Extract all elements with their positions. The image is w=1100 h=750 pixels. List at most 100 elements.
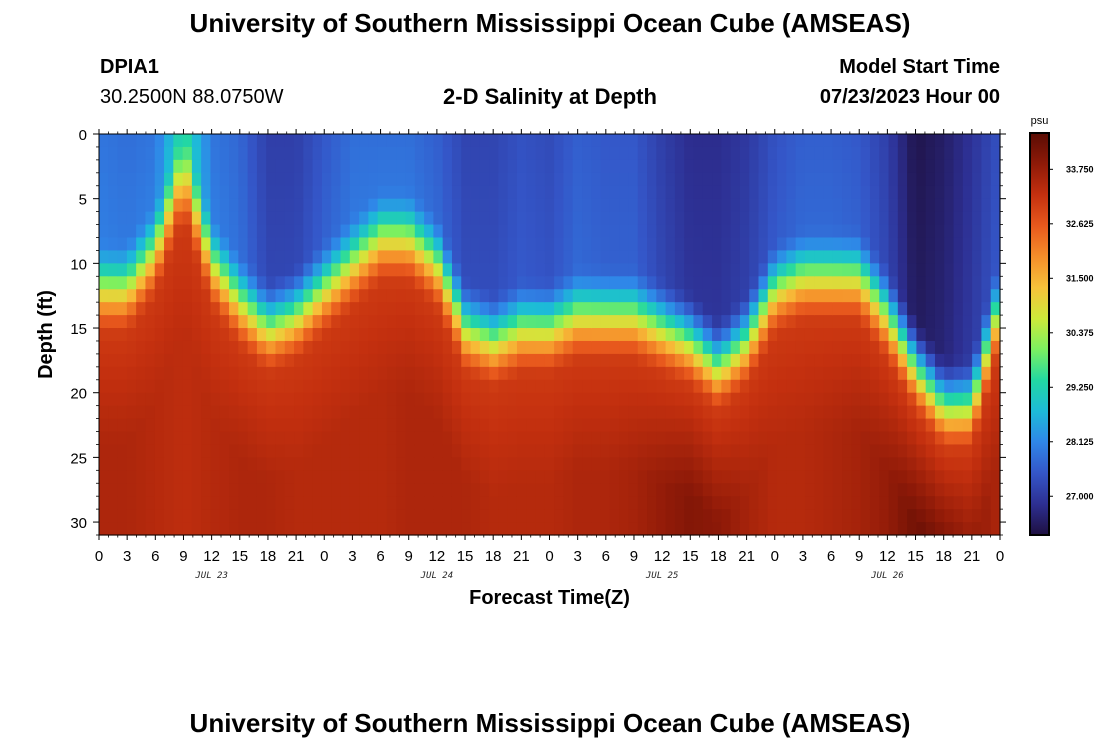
heatmap-cell [563,224,574,239]
heatmap-cell [191,470,202,484]
heatmap-cell [972,340,983,355]
heatmap-cell [331,302,342,316]
heatmap-cell [340,276,351,290]
heatmap-cell [405,315,416,329]
heatmap-cell [470,172,481,187]
heatmap-cell [433,250,444,264]
heatmap-cell [535,172,546,187]
heatmap-cell [814,211,825,226]
heatmap-cell [637,211,648,226]
heatmap-cell [405,392,416,407]
heatmap-cell [108,392,119,407]
heatmap-cell [656,418,667,433]
heatmap-cell [804,353,815,368]
heatmap-cell [582,276,592,290]
heatmap-cell [154,431,165,446]
colorbar-gradient-bar [1029,132,1050,536]
heatmap-cell [665,134,676,148]
heatmap-cell [962,224,973,239]
heatmap-cell [777,470,787,484]
heatmap-cell [377,366,388,381]
heatmap-cell [869,457,880,471]
heatmap-cell [368,146,379,161]
heatmap-cell [321,328,332,342]
heatmap-cell [303,159,314,174]
heatmap-cell [191,328,202,342]
heatmap-cell [916,276,927,290]
heatmap-cell [368,340,379,355]
heatmap-cell [934,159,945,174]
heatmap-cell [507,224,518,239]
heatmap-cell [702,302,713,316]
heatmap-cell [637,159,648,174]
heatmap-cell [916,392,927,407]
heatmap-cell [823,315,834,329]
heatmap-cell [897,470,908,484]
heatmap-cell [869,315,880,329]
station-coordinates: 30.2500N 88.0750W [100,86,284,108]
heatmap-cell [108,340,119,355]
heatmap-cell [489,457,500,471]
heatmap-cell [628,444,639,458]
heatmap-cell [256,444,267,458]
heatmap-cell [349,198,360,213]
heatmap-cell [201,289,212,303]
heatmap-cell [554,224,565,239]
heatmap-cell [368,496,379,510]
heatmap-cell [814,198,825,213]
heatmap-cell [916,302,927,316]
heatmap-cell [136,198,147,213]
heatmap-cell [712,340,722,355]
heatmap-cell [201,315,212,329]
heatmap-cell [451,405,462,420]
heatmap-cell [182,353,193,368]
heatmap-cell [312,470,323,484]
heatmap-cell [136,237,147,252]
heatmap-cell [934,444,945,458]
heatmap-cell [126,392,137,407]
heatmap-cell [99,224,109,239]
heatmap-cell [544,366,555,381]
heatmap-cell [767,457,778,471]
heatmap-cell [619,353,630,368]
heatmap-cell [182,509,193,523]
heatmap-cell [637,276,648,290]
heatmap-cell [526,444,537,458]
heatmap-cell [619,470,630,484]
heatmap-cell [962,263,973,277]
x-tick-label: 18 [710,548,727,565]
heatmap-cell [433,302,444,316]
heatmap-cell [145,353,156,368]
heatmap-cell [433,366,444,381]
heatmap-cell [962,431,973,446]
heatmap-cell [303,185,314,200]
heatmap-cell [182,211,193,226]
heatmap-cell [535,224,546,239]
heatmap-cell [554,418,565,433]
heatmap-cell [739,418,750,433]
heatmap-cell [637,134,648,148]
heatmap-cell [916,522,927,536]
heatmap-cell [656,315,667,329]
heatmap-cell [210,146,221,161]
heatmap-cell [712,134,722,148]
heatmap-cell [424,340,434,355]
heatmap-cell [266,522,277,536]
heatmap-cell [126,224,137,239]
heatmap-cell [424,198,434,213]
heatmap-cell [294,289,304,303]
heatmap-cell [795,496,806,510]
heatmap-cell [405,457,416,471]
heatmap-cell [136,340,147,355]
heatmap-cell [851,172,862,187]
heatmap-cell [266,250,277,264]
heatmap-cell [665,444,676,458]
heatmap-cell [656,392,667,407]
heatmap-cell [294,457,304,471]
heatmap-cell [229,276,239,290]
heatmap-cell [572,185,583,200]
heatmap-cell [609,250,620,264]
heatmap-cell [674,379,685,394]
heatmap-cell [712,431,722,446]
heatmap-cell [498,418,509,433]
